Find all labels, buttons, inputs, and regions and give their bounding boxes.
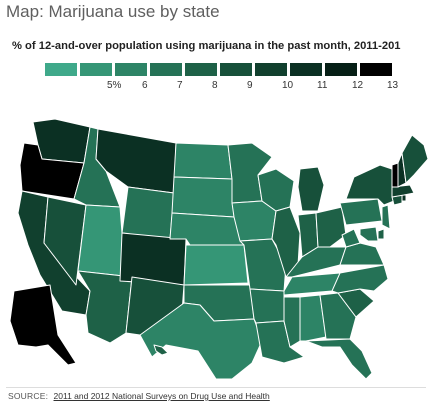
legend-swatch [115,63,147,76]
legend-swatch [80,63,112,76]
source-note: SOURCE: 2011 and 2012 National Surveys o… [8,391,270,401]
legend-label: 7 [177,80,183,91]
state-maryland [359,226,379,242]
state-west-virginia [341,228,361,248]
state-rhode-island [401,194,407,202]
state-alabama [299,294,327,342]
state-nevada [43,196,87,286]
state-iowa [231,200,277,242]
state-north-carolina [331,264,389,294]
state-ohio [315,206,347,248]
legend-label: 5% [107,80,122,91]
state-north-dakota [173,142,233,180]
legend-label: 6 [142,80,148,91]
legend-swatch [185,63,217,76]
legend-label: 12 [352,80,364,91]
legend-label: 9 [247,80,253,91]
legend-swatch [45,63,77,76]
state-mississippi [283,296,301,348]
state-wyoming [121,186,175,240]
state-virginia [339,242,385,266]
legend-swatch [325,63,357,76]
legend-label: 11 [317,80,328,91]
state-new-york [345,164,395,206]
state-arkansas [249,288,285,324]
legend-swatch [360,63,392,76]
legend-label: 10 [282,80,294,91]
legend-swatch [220,63,252,76]
state-florida [305,338,373,380]
state-vermont [391,162,399,188]
us-choropleth-map [0,95,440,380]
state-michigan [297,166,325,212]
state-new-jersey [381,204,391,230]
map-canvas [9,118,429,380]
legend-label: 13 [387,80,399,91]
state-massachusetts [391,184,415,198]
source-label: SOURCE: [8,391,49,401]
source-link[interactable]: 2011 and 2012 National Surveys on Drug U… [53,391,270,401]
state-alaska [9,284,77,366]
state-kentucky [285,246,347,278]
state-colorado [119,232,187,286]
state-georgia [319,292,357,340]
legend-swatch [290,63,322,76]
state-delaware [377,228,385,240]
page-title: Map: Marijuana use by state [6,2,220,21]
state-hawaii [153,344,169,356]
state-maine [401,134,429,184]
state-south-dakota [171,176,235,218]
footer-divider [6,387,426,388]
legend-swatch [150,63,182,76]
legend-label: 8 [212,80,218,91]
state-pennsylvania [339,198,383,226]
legend-swatch [255,63,287,76]
state-kansas [183,244,249,286]
state-texas [139,302,263,380]
map-subtitle: % of 12-and-over population using mariju… [12,40,401,52]
